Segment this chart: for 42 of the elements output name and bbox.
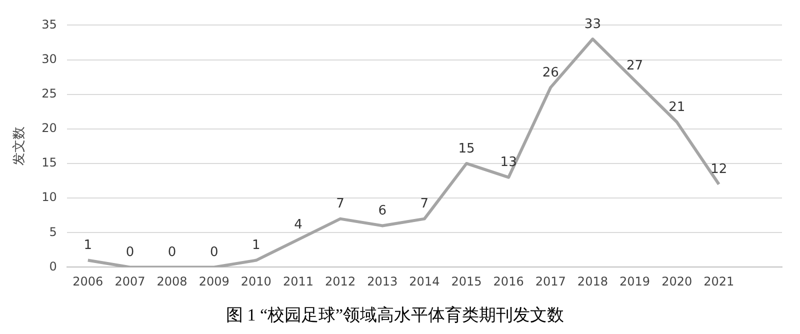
data-label: 1 <box>84 238 92 254</box>
data-label: 0 <box>210 245 218 260</box>
y-tick-label: 20 <box>42 121 57 136</box>
data-label: 7 <box>420 196 429 212</box>
data-label: 33 <box>584 16 601 32</box>
x-tick-label: 2018 <box>577 274 608 289</box>
data-label: 15 <box>458 141 475 156</box>
x-tick-label: 2016 <box>493 274 524 289</box>
data-label: 7 <box>336 196 344 212</box>
y-axis-title: 发文数 <box>11 126 26 166</box>
text: 图 1 “校园足球”领域高水平体育类期刊发文数 <box>226 305 564 324</box>
x-tick-label: 2007 <box>114 274 146 289</box>
x-tick-label: 2008 <box>156 274 188 289</box>
data-label: 6 <box>378 204 387 219</box>
y-tick-label: 30 <box>42 52 57 66</box>
x-tick-label: 2011 <box>282 274 314 289</box>
x-tick-label: 2009 <box>198 274 230 289</box>
data-label: 12 <box>710 162 728 178</box>
x-tick-label: 2006 <box>72 274 104 289</box>
y-tick-label: 10 <box>42 190 57 204</box>
y-tick-label: 5 <box>49 224 57 239</box>
x-tick-label: 2014 <box>409 274 440 289</box>
data-label: 21 <box>668 100 686 115</box>
x-tick-label: 2021 <box>704 274 734 289</box>
y-tick-label: 15 <box>42 156 57 170</box>
x-tick-label: 2019 <box>619 274 650 289</box>
data-label: 27 <box>626 58 644 74</box>
x-tick-label: 2017 <box>535 274 566 289</box>
x-tick-label: 2012 <box>325 274 356 289</box>
data-label: 4 <box>294 217 302 232</box>
data-label: 0 <box>168 245 176 260</box>
y-tick-label: 0 <box>49 259 57 274</box>
x-tick-label: 2020 <box>662 274 692 289</box>
data-label: 1 <box>252 238 260 254</box>
data-label: 13 <box>500 155 517 170</box>
x-tick-label: 2013 <box>367 274 398 289</box>
data-label: 26 <box>542 65 559 80</box>
y-tick-label: 35 <box>42 17 57 32</box>
x-tick-label: 2010 <box>240 274 272 289</box>
data-label: 0 <box>126 245 134 260</box>
y-tick-label: 25 <box>42 86 57 100</box>
x-tick-label: 2015 <box>451 274 482 289</box>
